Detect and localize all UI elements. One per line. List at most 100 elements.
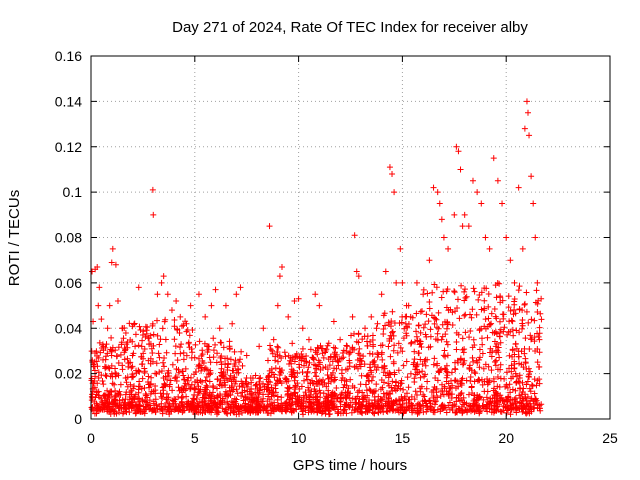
data-point-cloud <box>326 411 333 418</box>
data-point-cloud <box>323 383 330 390</box>
data-point-cloud <box>160 359 167 366</box>
data-point-cloud <box>153 402 160 409</box>
data-point-cloud <box>463 377 470 384</box>
data-point-cloud <box>328 397 335 404</box>
data-point-cloud <box>511 360 518 367</box>
data-point-cloud <box>320 354 327 361</box>
data-point-cloud <box>91 358 98 365</box>
data-point-cloud <box>484 408 491 415</box>
data-point-cloud <box>236 383 243 390</box>
data-point-cloud <box>500 397 507 404</box>
data-point-cloud <box>265 391 272 398</box>
data-point-cloud <box>151 407 158 414</box>
data-point-cloud <box>538 295 545 302</box>
data-point-cloud <box>444 369 451 376</box>
data-point-cloud <box>171 395 178 402</box>
data-point-cloud <box>189 327 196 334</box>
data-point-cloud <box>192 404 199 411</box>
data-point-cloud <box>295 403 302 410</box>
data-point-cloud <box>308 408 315 415</box>
data-point-cloud <box>141 368 148 375</box>
data-point-cloud <box>363 373 370 380</box>
data-point <box>160 273 167 280</box>
data-point-cloud <box>152 370 159 377</box>
data-point-cloud <box>476 292 483 299</box>
data-point-cloud <box>298 383 305 390</box>
data-point-cloud <box>156 369 163 376</box>
data-point-cloud <box>136 395 143 402</box>
data-point-cloud <box>332 376 339 383</box>
data-point <box>515 184 522 191</box>
data-point-cloud <box>127 389 134 396</box>
data-point-cloud <box>324 394 331 401</box>
data-point <box>362 325 369 332</box>
data-point-cloud <box>411 378 418 385</box>
data-point <box>195 291 202 298</box>
data-point-cloud <box>248 386 255 393</box>
data-point-cloud <box>503 369 510 376</box>
data-point-cloud <box>370 388 377 395</box>
data-point-cloud <box>272 382 279 389</box>
data-point-cloud <box>340 347 347 354</box>
data-point-cloud <box>266 396 273 403</box>
data-point-cloud <box>326 362 333 369</box>
data-point-cloud <box>397 407 404 414</box>
data-point-cloud <box>99 378 106 385</box>
data-point-cloud <box>370 373 377 380</box>
data-point-cloud <box>136 368 143 375</box>
data-point-cloud <box>476 327 483 334</box>
data-point-cloud <box>158 400 165 407</box>
data-point-cloud <box>171 375 178 382</box>
data-point-cloud <box>201 401 208 408</box>
data-point-cloud <box>165 396 172 403</box>
data-point-cloud <box>507 402 514 409</box>
data-point-cloud <box>299 408 306 415</box>
data-point <box>183 320 190 327</box>
data-point-cloud <box>256 375 263 382</box>
data-point-cloud <box>420 286 427 293</box>
data-point-cloud <box>159 395 166 402</box>
data-point-cloud <box>192 386 199 393</box>
data-point <box>413 279 420 286</box>
data-point-cloud <box>471 288 478 295</box>
data-point-cloud <box>466 362 473 369</box>
data-point-cloud <box>344 343 351 350</box>
data-point <box>397 245 404 252</box>
data-point-cloud <box>476 346 483 353</box>
data-point-cloud <box>163 399 170 406</box>
data-point-cloud <box>304 404 311 411</box>
data-point-cloud <box>528 316 535 323</box>
data-point-cloud <box>356 351 363 358</box>
data-point-cloud <box>338 355 345 362</box>
data-point-cloud <box>112 370 119 377</box>
data-point-cloud <box>518 404 525 411</box>
data-point-cloud <box>271 374 278 381</box>
data-point-cloud <box>196 338 203 345</box>
data-point-cloud <box>296 386 303 393</box>
data-point-cloud <box>388 402 395 409</box>
data-point-cloud <box>454 359 461 366</box>
data-point-cloud <box>394 386 401 393</box>
data-point-cloud <box>95 354 102 361</box>
data-point-cloud <box>131 383 138 390</box>
data-point-cloud <box>145 357 152 364</box>
data-point-cloud <box>317 366 324 373</box>
data-point-cloud <box>519 379 526 386</box>
data-point-cloud <box>296 361 303 368</box>
data-point-cloud <box>433 284 440 291</box>
data-point-cloud <box>485 315 492 322</box>
data-point-cloud <box>466 311 473 318</box>
data-point-cloud <box>453 329 460 336</box>
data-point-cloud <box>390 332 397 339</box>
data-point-cloud <box>403 390 410 397</box>
data-point-cloud <box>439 381 446 388</box>
data-point-cloud <box>453 398 460 405</box>
data-point-cloud <box>411 338 418 345</box>
data-point <box>389 170 396 177</box>
data-point <box>469 177 476 184</box>
data-point-cloud <box>506 381 513 388</box>
data-point-cloud <box>247 375 254 382</box>
data-point-cloud <box>226 346 233 353</box>
data-point-cloud <box>248 399 255 406</box>
